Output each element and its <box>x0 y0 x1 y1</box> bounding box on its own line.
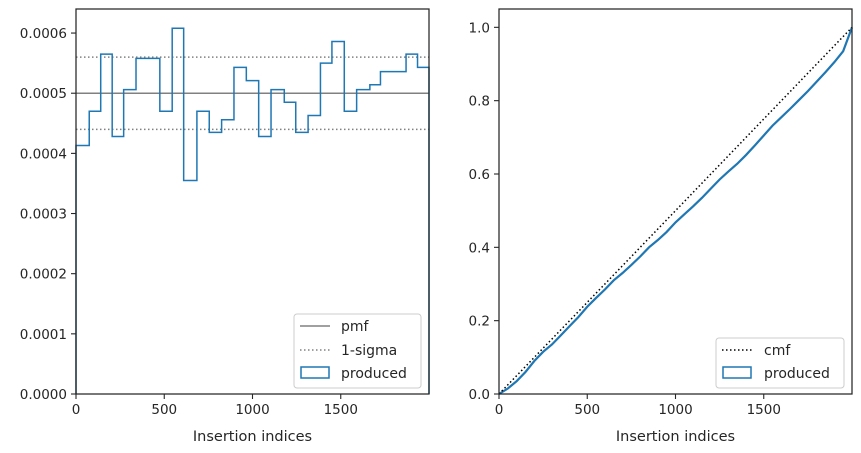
x-tick-label: 0 <box>495 402 504 418</box>
legend-1-sigma-label: 1-sigma <box>341 343 397 359</box>
legend-produced-label-right: produced <box>764 366 830 382</box>
right-legend-frame <box>715 337 845 389</box>
left-axes-frame <box>75 8 430 395</box>
y-tick-label: 0.0006 <box>20 26 67 42</box>
left-legend-frame <box>293 313 422 389</box>
y-tick-label: 0.0005 <box>20 86 67 102</box>
right-plot-area <box>499 9 852 394</box>
y-tick-label: 0.0002 <box>20 267 67 283</box>
x-tick-label: 500 <box>151 402 177 418</box>
legend-item-pmf: pmf <box>300 319 370 335</box>
left-chart-marks <box>75 27 430 394</box>
y-tick-label: 0.0000 <box>20 387 67 403</box>
legend-produced-swatch-right <box>722 366 752 379</box>
y-tick-label: 0.4 <box>469 240 490 256</box>
right-chart-panel: 0 500 1000 1500 0.0 0.2 0.4 0.6 0.8 1.0 Insertio… <box>469 8 854 445</box>
x-tick-label: 1000 <box>658 402 692 418</box>
produced-cumulative-curve <box>498 26 854 395</box>
y-tick-label: 0.0 <box>469 387 490 403</box>
x-tick-label: 1500 <box>324 402 358 418</box>
y-tick-label: 1.0 <box>469 20 490 36</box>
right-legend: cmf produced <box>715 337 845 389</box>
produced-histogram <box>75 27 430 394</box>
right-chart-marks <box>498 26 854 395</box>
x-tick-label: 1000 <box>235 402 269 418</box>
legend-pmf-label: pmf <box>341 319 370 335</box>
right-x-axis-label: Insertion indices <box>616 429 735 445</box>
legend-cmf-label: cmf <box>764 343 791 359</box>
x-tick-label: 1500 <box>747 402 781 418</box>
legend-item-produced-left: produced <box>300 366 407 382</box>
x-tick-label: 0 <box>72 402 81 418</box>
y-tick-label: 0.6 <box>469 167 490 183</box>
left-x-ticks: 0 500 1000 1500 <box>72 394 358 418</box>
y-tick-label: 0.0003 <box>20 207 67 223</box>
left-legend: pmf 1-sigma produced <box>293 313 422 389</box>
x-tick-label: 500 <box>574 402 600 418</box>
y-tick-label: 0.8 <box>469 94 490 110</box>
legend-produced-label-left: produced <box>341 366 407 382</box>
legend-item-produced-right: produced <box>722 366 830 382</box>
right-x-ticks: 0 500 1000 1500 <box>495 394 781 418</box>
y-tick-label: 0.2 <box>469 314 490 330</box>
right-y-ticks: 0.0 0.2 0.4 0.6 0.8 1.0 <box>469 20 499 403</box>
legend-produced-swatch-left <box>300 366 330 379</box>
cmf-line <box>498 26 853 395</box>
legend-item-cmf: cmf <box>722 343 791 359</box>
legend-item-1-sigma: 1-sigma <box>300 343 397 359</box>
y-tick-label: 0.0004 <box>20 146 67 162</box>
left-y-ticks: 0.0000 0.0001 0.0002 0.0003 0.0004 0.0005 0.00… <box>20 26 76 403</box>
left-x-axis-label: Insertion indices <box>193 429 312 445</box>
right-axes-frame <box>498 8 853 395</box>
y-tick-label: 0.0001 <box>20 327 67 343</box>
left-chart-panel: 0 500 1000 1500 0.00000.00010.00020.00030.0… <box>20 8 430 445</box>
